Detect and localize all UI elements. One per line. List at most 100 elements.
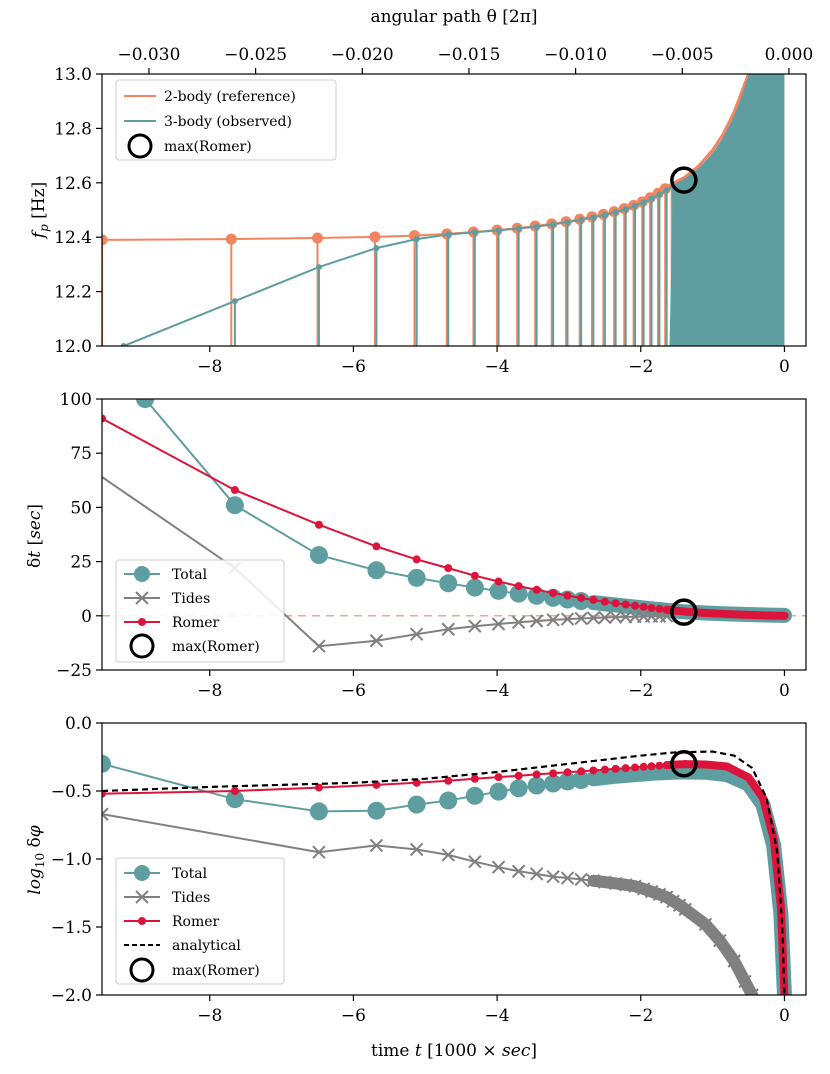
tides-point xyxy=(312,639,326,653)
plot-content xyxy=(102,74,785,346)
total-point xyxy=(367,801,386,820)
x-tick-label: −8 xyxy=(197,1006,222,1026)
romer-point xyxy=(494,773,503,782)
3-body-observed-point xyxy=(120,343,127,346)
x-tick-label: −6 xyxy=(341,681,366,701)
y-tick-label: 12.6 xyxy=(54,174,92,194)
delay-y-label-variable: t xyxy=(25,551,45,558)
romer-point xyxy=(621,764,630,773)
panel-frequency: −8 −6 −4 −2 0 12.0 12.2 12.4 12.6 12.8 13.0 fp [Hz… xyxy=(29,65,807,377)
top-tick-label: 0.000 xyxy=(765,45,814,65)
romer-point xyxy=(514,771,523,780)
tides-point xyxy=(468,619,482,633)
top-tick-label: −0.010 xyxy=(544,45,607,65)
total-point xyxy=(544,774,563,793)
3-body-observed-point xyxy=(648,195,655,202)
x-tick-label: −4 xyxy=(485,1006,510,1026)
x-tick-label: 0 xyxy=(779,681,790,701)
x-tick-label: −2 xyxy=(628,681,653,701)
romer-point xyxy=(722,762,731,771)
top-tick-label: −0.025 xyxy=(224,45,287,65)
3-body-observed-point xyxy=(373,245,380,252)
total-point xyxy=(225,790,244,809)
3-body-observed-point xyxy=(471,229,478,236)
frequency-legend: 2-body (reference) 3-body (observed) max… xyxy=(115,79,337,161)
3-body-observed-point xyxy=(515,225,522,232)
y-tick-label: 75 xyxy=(70,444,92,464)
max-romer-marker xyxy=(670,750,698,778)
romer-point xyxy=(577,767,586,776)
tides-point xyxy=(586,611,601,625)
tides-point xyxy=(574,611,588,626)
phase-legend-marker-tides xyxy=(135,890,149,904)
3-body-observed-point xyxy=(315,264,322,271)
delay-legend-label-total: Total xyxy=(172,567,208,583)
tides-point xyxy=(546,869,560,884)
plot-content xyxy=(102,399,806,653)
phase-y-label-variable: φ xyxy=(25,825,45,837)
tides-point xyxy=(598,610,612,625)
romer-point xyxy=(444,776,453,785)
3-body-observed-point xyxy=(622,206,629,213)
romer-point xyxy=(675,760,684,769)
romer-point xyxy=(701,760,710,769)
total-point xyxy=(407,568,426,587)
3-body-observed-point xyxy=(578,216,585,223)
tides-point xyxy=(491,860,506,874)
x-tick-label: −6 xyxy=(341,357,366,377)
top-tick-label: −0.005 xyxy=(651,45,714,65)
top-tick-label: −0.015 xyxy=(437,45,500,65)
romer-point xyxy=(722,610,731,619)
romer-point xyxy=(514,582,523,591)
delay-plot-area xyxy=(102,399,806,653)
tides-dense-band xyxy=(587,874,759,995)
2-body-reference-edge xyxy=(664,74,750,191)
phase-legend-box xyxy=(115,857,285,985)
frequency-y-label-unit: [Hz] xyxy=(29,182,49,224)
total-point xyxy=(465,578,484,597)
tides-point xyxy=(441,622,455,636)
delay-legend-label-max-romer: max(Romer) xyxy=(172,639,260,655)
romer-point xyxy=(102,414,106,423)
y-tick-label: −25 xyxy=(56,661,92,681)
phase-legend-label-tides: Tides xyxy=(172,890,210,906)
x-tick-label: −2 xyxy=(628,357,653,377)
phase-x-label-close: ] xyxy=(530,1041,537,1061)
y-tick-label: 13.0 xyxy=(54,65,92,85)
top-tick-label: −0.020 xyxy=(331,45,394,65)
tides-point xyxy=(529,867,544,881)
romer-point xyxy=(639,602,648,611)
3-body-observed-point xyxy=(413,236,420,243)
romer-point xyxy=(701,608,710,617)
tides-point xyxy=(312,845,326,859)
romer-point xyxy=(470,774,479,783)
tides-point xyxy=(529,614,544,628)
tides-point xyxy=(441,848,455,862)
romer-point xyxy=(662,761,671,770)
delay-legend-label-romer: Romer xyxy=(172,615,220,631)
3-body-observed-point xyxy=(495,227,502,234)
total-point xyxy=(527,776,546,795)
romer-point xyxy=(766,611,775,620)
y-tick-label: −1.5 xyxy=(51,918,92,938)
frequency-axes: −8 −6 −4 −2 0 12.0 12.2 12.4 12.6 12.8 13.0 xyxy=(54,65,807,377)
phase-y-label-symbol: δ xyxy=(25,837,45,853)
total-point xyxy=(367,561,386,580)
x-tick-label: −8 xyxy=(197,681,222,701)
total-point xyxy=(309,546,328,565)
romer-point xyxy=(631,601,640,610)
legend-marker-romer xyxy=(138,618,146,626)
phase-legend-label-romer: Romer xyxy=(172,914,220,930)
y-tick-label: −2.0 xyxy=(51,986,92,1006)
3-body-observed-point xyxy=(590,214,597,221)
tides-point xyxy=(511,864,526,878)
x-tick-label: −8 xyxy=(197,357,222,377)
3-body-observed-dense-fill xyxy=(669,74,785,346)
3-body-observed-point xyxy=(533,223,540,230)
romer-point xyxy=(744,773,753,782)
panel-phase: −8 −6 −4 −2 0 −2.0 −1.5 −1.0 −0.5 0.0 log10 δφ ti… xyxy=(25,714,807,1061)
frequency-legend-box xyxy=(115,79,337,161)
legend-label-2body: 2-body (reference) xyxy=(164,89,296,105)
tides-point xyxy=(511,615,526,630)
3-body-observed-point xyxy=(632,202,639,209)
